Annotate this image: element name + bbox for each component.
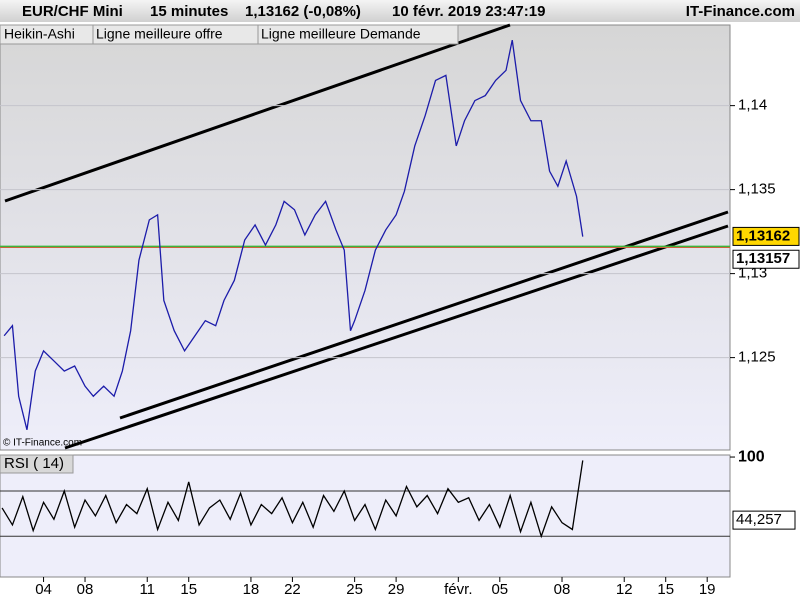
x-tick-label: 05 xyxy=(491,581,508,598)
rsi-title: RSI ( 14) xyxy=(4,455,64,472)
price-box xyxy=(732,226,800,246)
channel-line xyxy=(4,23,511,203)
header-bar xyxy=(0,0,800,22)
x-tick-label: 08 xyxy=(77,581,94,598)
x-tick-label: 04 xyxy=(35,581,52,598)
price-box xyxy=(732,249,800,269)
legend-entry: Ligne meilleure Demande xyxy=(261,26,421,42)
rsi-panel xyxy=(0,454,731,578)
quote: 1,13162 (-0,08%) xyxy=(245,3,361,20)
legend-entry: Ligne meilleure offre xyxy=(96,26,223,42)
x-tick-label: 15 xyxy=(180,581,197,598)
channel-line xyxy=(64,224,729,450)
datetime: 10 févr. 2019 23:47:19 xyxy=(392,3,545,20)
x-tick-label: 15 xyxy=(657,581,674,598)
y-tick-label: 1,13 xyxy=(738,265,767,282)
price-panel xyxy=(0,24,731,451)
last-label: 44,257 xyxy=(736,511,782,528)
interval: 15 minutes xyxy=(150,3,228,20)
legend-box xyxy=(257,24,459,45)
copyright: © IT-Finance.com xyxy=(3,438,82,449)
x-tick-label: 29 xyxy=(388,581,405,598)
rsi-title-box xyxy=(0,454,74,474)
symbol: EUR/CHF Mini xyxy=(22,3,123,20)
y-tick-label: 1,125 xyxy=(738,349,776,366)
x-tick-label: 08 xyxy=(554,581,571,598)
legend-entry: Heikin-Ashi xyxy=(4,26,75,42)
last-box xyxy=(732,510,796,530)
y-tick-label: 1,14 xyxy=(738,97,767,114)
series-line xyxy=(1,460,584,539)
price-label: 1,13157 xyxy=(736,250,790,267)
x-tick-label: 12 xyxy=(616,581,633,598)
x-tick-label: 25 xyxy=(346,581,363,598)
price-label: 1,13162 xyxy=(736,227,790,244)
series-line xyxy=(3,39,584,430)
x-tick-label: 19 xyxy=(699,581,716,598)
site: IT-Finance.com xyxy=(686,3,795,20)
x-tick-label: févr. xyxy=(444,581,472,598)
x-tick-label: 22 xyxy=(284,581,301,598)
y-tick-label: 100 xyxy=(738,448,765,465)
x-tick-label: 18 xyxy=(243,581,260,598)
x-tick-label: 11 xyxy=(139,581,155,598)
y-tick-label: 1,135 xyxy=(738,181,776,198)
